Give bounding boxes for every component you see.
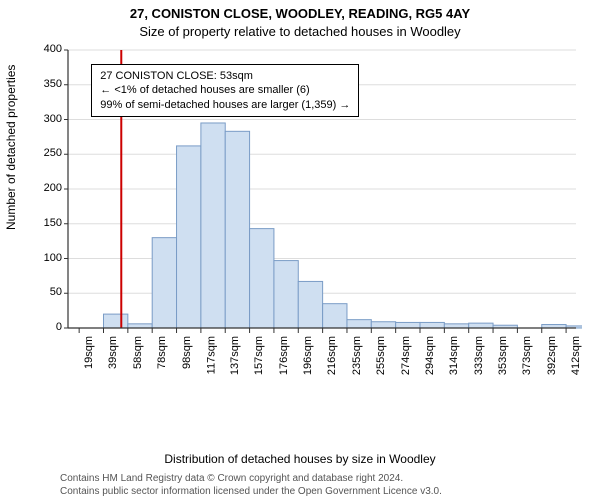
x-tick-label: 196sqm — [302, 336, 314, 375]
y-tick-label: 150 — [32, 217, 62, 229]
info-box: 27 CONISTON CLOSE: 53sqm ← <1% of detach… — [91, 64, 359, 117]
x-tick-label: 98sqm — [181, 336, 193, 369]
y-tick-label: 300 — [32, 113, 62, 125]
y-tick-label: 250 — [32, 147, 62, 159]
chart-container: 27, CONISTON CLOSE, WOODLEY, READING, RG… — [0, 0, 600, 500]
x-tick-label: 314sqm — [448, 336, 460, 375]
x-tick-label: 78sqm — [156, 336, 168, 369]
y-tick-label: 350 — [32, 78, 62, 90]
x-tick-label: 157sqm — [254, 336, 266, 375]
chart-title-line2: Size of property relative to detached ho… — [0, 24, 600, 39]
footer-line2: Contains public sector information licen… — [60, 486, 590, 499]
y-tick-label: 50 — [32, 286, 62, 298]
x-tick-label: 19sqm — [83, 336, 95, 369]
y-tick-label: 400 — [32, 43, 62, 55]
x-tick-label: 216sqm — [327, 336, 339, 375]
x-tick-label: 373sqm — [521, 336, 533, 375]
x-tick-label: 137sqm — [229, 336, 241, 375]
y-tick-label: 100 — [32, 252, 62, 264]
x-tick-label: 294sqm — [424, 336, 436, 375]
x-tick-label: 117sqm — [205, 336, 217, 374]
y-tick-label: 0 — [32, 321, 62, 333]
x-tick-label: 176sqm — [278, 336, 290, 375]
x-tick-label: 274sqm — [400, 336, 412, 375]
x-tick-label: 412sqm — [570, 336, 582, 375]
footer-line1: Contains HM Land Registry data © Crown c… — [60, 473, 590, 486]
chart-title-line1: 27, CONISTON CLOSE, WOODLEY, READING, RG… — [0, 6, 600, 21]
y-axis-label: Number of detached properties — [4, 65, 18, 230]
x-axis-label: Distribution of detached houses by size … — [0, 452, 600, 466]
info-box-line2: ← <1% of detached houses are smaller (6) — [100, 83, 350, 97]
x-tick-label: 255sqm — [375, 336, 387, 375]
x-tick-label: 39sqm — [108, 336, 120, 369]
x-tick-label: 58sqm — [132, 336, 144, 369]
x-tick-label: 333sqm — [473, 336, 485, 375]
x-tick-label: 353sqm — [497, 336, 509, 375]
x-tick-label: 235sqm — [351, 336, 363, 375]
footer: Contains HM Land Registry data © Crown c… — [60, 473, 590, 498]
info-box-line3: 99% of semi-detached houses are larger (… — [100, 98, 350, 112]
info-box-line1: 27 CONISTON CLOSE: 53sqm — [100, 69, 350, 83]
x-tick-label: 392sqm — [546, 336, 558, 375]
plot-area: 27 CONISTON CLOSE: 53sqm ← <1% of detach… — [62, 44, 582, 384]
y-tick-label: 200 — [32, 182, 62, 194]
